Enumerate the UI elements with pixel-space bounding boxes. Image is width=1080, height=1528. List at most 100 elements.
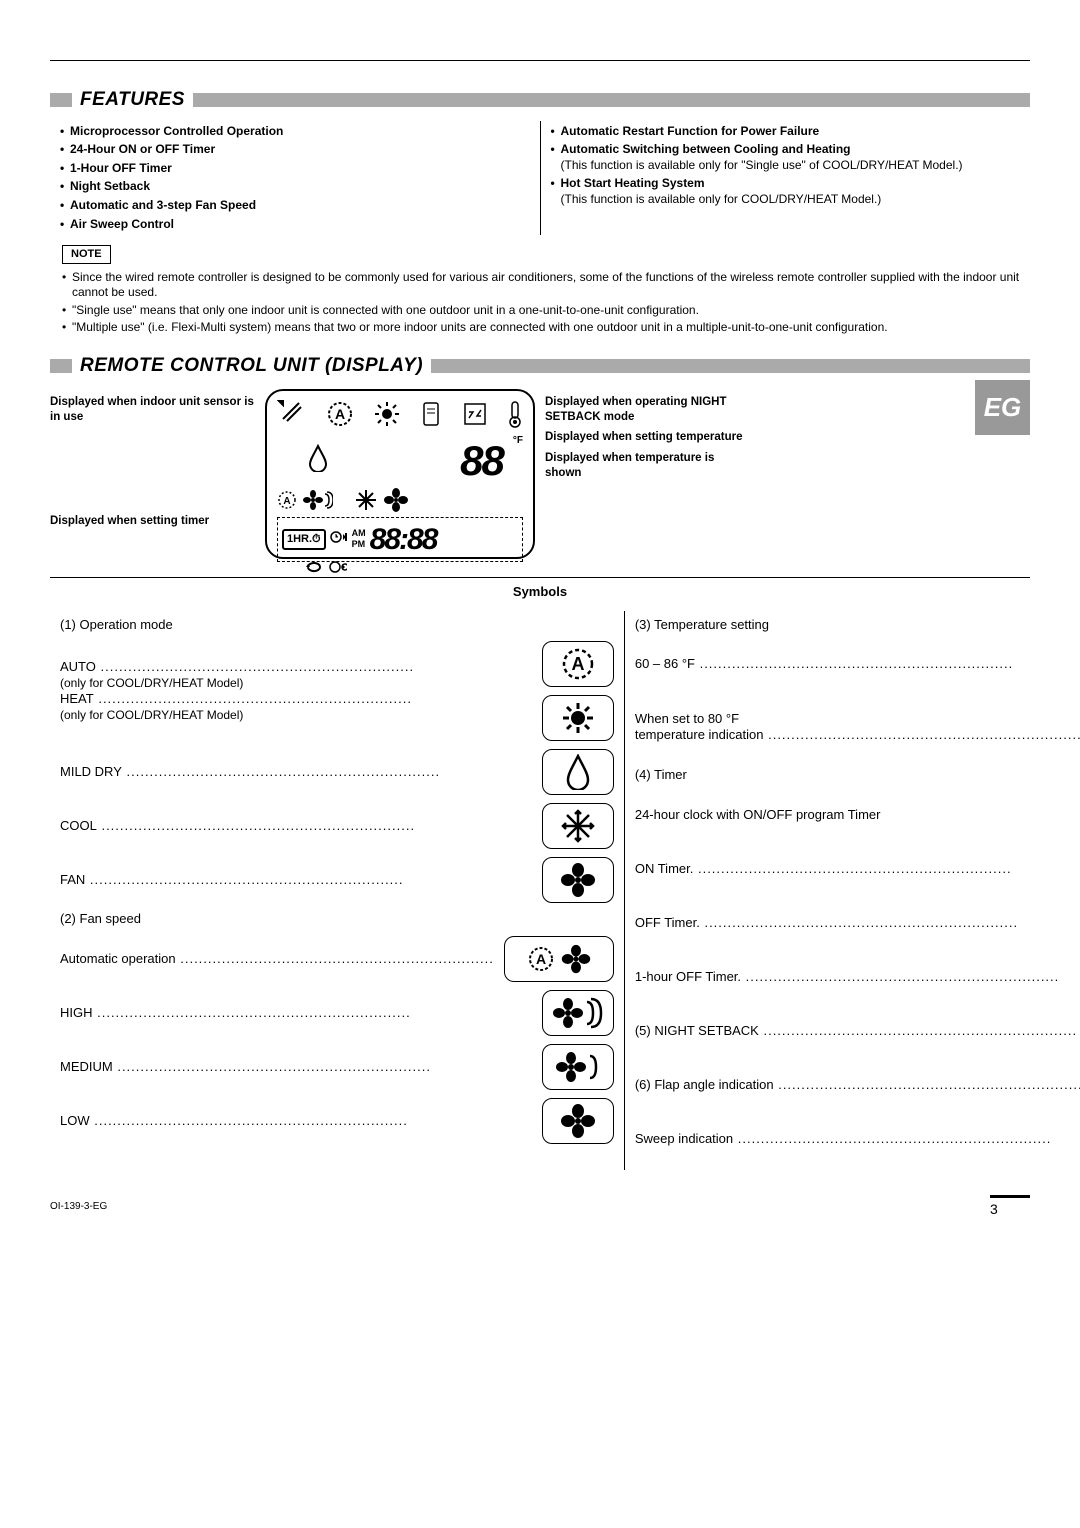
sym-sweep: Sweep indication xyxy=(635,1116,1080,1162)
lcd-temp: 88 xyxy=(460,434,503,489)
callouts-left: Displayed when indoor unit sensor is in … xyxy=(50,389,255,536)
symbols-title: Symbols xyxy=(50,584,1030,601)
sym-1hr: 1-hour OFF Timer. 1HR.⏱ xyxy=(635,954,1080,1000)
sensor-icon xyxy=(420,401,442,432)
sym-med: MEDIUM xyxy=(60,1044,614,1090)
auto-fan-icon: A xyxy=(504,936,614,982)
label-offtimer: OFF Timer. xyxy=(635,915,1018,930)
sym-fan: FAN xyxy=(60,857,614,903)
sym-cool: COOL xyxy=(60,803,614,849)
remote-display-area: Displayed when indoor unit sensor is in … xyxy=(50,389,1030,559)
label-heat: HEAT xyxy=(60,691,412,706)
label-ontimer: ON Timer. xyxy=(635,861,1012,876)
lcd-bottom-icons xyxy=(277,560,523,579)
sym-24clock: 24-hour clock with ON/OFF program Timer xyxy=(635,792,1080,838)
remote-header: REMOTE CONTROL UNIT (DISPLAY) xyxy=(50,354,1030,379)
features-left-col: Microprocessor Controlled Operation 24-H… xyxy=(50,121,541,236)
dry-icon xyxy=(307,444,329,477)
heat-icon xyxy=(374,401,400,432)
features-columns: Microprocessor Controlled Operation 24-H… xyxy=(50,121,1030,236)
heat-icon xyxy=(542,695,614,741)
note-item: "Multiple use" (i.e. Flexi-Multi system)… xyxy=(62,320,1030,336)
callout-timer: Displayed when setting timer xyxy=(50,514,255,529)
pm-label: PM xyxy=(352,539,366,551)
night-setback-icon xyxy=(463,402,487,431)
symbols-divider xyxy=(50,577,1030,578)
feature-item: Automatic Restart Function for Power Fai… xyxy=(551,124,1021,140)
label-low: LOW xyxy=(60,1113,408,1128)
label-range: 60 – 86 °F xyxy=(635,656,1013,671)
sym-flap: (6) Flap angle indication xyxy=(635,1062,1080,1108)
feature-item: Air Sweep Control xyxy=(60,217,530,233)
symbols-columns: (1) Operation mode AUTO(only for COOL/DR… xyxy=(50,611,1030,1171)
label-sweep: Sweep indication xyxy=(635,1131,1052,1146)
header-bar-left xyxy=(50,93,72,107)
cool-icon xyxy=(354,488,378,517)
onehr-label: 1HR.⏱ xyxy=(282,529,326,549)
group-fanspeed: (2) Fan speed xyxy=(60,911,614,928)
lcd-display: A 88 °F xyxy=(265,389,535,559)
label-1hr: 1-hour OFF Timer. xyxy=(635,969,1059,984)
note-item: "Single use" means that only one indoor … xyxy=(62,303,1030,319)
sym-offtimer: OFF Timer. xyxy=(635,900,1080,946)
sym-high: HIGH xyxy=(60,990,614,1036)
page-content: FEATURES Microprocessor Controlled Opera… xyxy=(50,60,1030,1218)
fan-high-icon xyxy=(542,990,614,1036)
am-label: AM xyxy=(352,528,366,540)
language-tab: EG xyxy=(975,380,1030,435)
symbols-left: (1) Operation mode AUTO(only for COOL/DR… xyxy=(50,611,625,1171)
header-bar-right xyxy=(193,93,1030,107)
lcd-time: 88:88 xyxy=(370,520,437,559)
lcd-timer-box: 1HR.⏱ AM PM 88:88 xyxy=(277,517,523,562)
group-operation: (1) Operation mode xyxy=(60,617,614,634)
cool-icon xyxy=(542,803,614,849)
svg-text:A: A xyxy=(536,951,546,967)
label-med: MEDIUM xyxy=(60,1059,431,1074)
clock-off-icon xyxy=(329,560,347,579)
note-label: NOTE xyxy=(62,245,111,263)
sym-auto: AUTO(only for COOL/DRY/HEAT Model)HEAT(o… xyxy=(60,641,614,741)
fan-high-icon xyxy=(303,490,333,515)
note-list: Since the wired remote controller is des… xyxy=(50,270,1030,336)
feature-item: Automatic Switching between Cooling and … xyxy=(551,142,1021,173)
callout-night: Displayed when operating NIGHT SETBACK m… xyxy=(545,395,750,425)
lcd-row-mid: 88 °F xyxy=(277,434,523,489)
feature-item: Automatic and 3-step Fan Speed xyxy=(60,198,530,214)
feature-item: Hot Start Heating System(This function i… xyxy=(551,176,1021,207)
group-temp: (3) Temperature setting xyxy=(635,617,1080,634)
callout-settemp: Displayed when setting temperature xyxy=(545,430,750,445)
auto-fan-icon: A xyxy=(277,490,297,515)
lcd-row-fan: A xyxy=(277,488,523,517)
sym-night: (5) NIGHT SETBACK xyxy=(635,1008,1080,1054)
label-autoop: Automatic operation xyxy=(60,951,494,966)
feature-item: Night Setback xyxy=(60,179,530,195)
page-footer: OI-139-3-EG 3 xyxy=(50,1195,1030,1218)
clock-on-icon xyxy=(330,530,348,549)
label-fan: FAN xyxy=(60,872,404,887)
sym-80: When set to 80 °Ftemperature indication … xyxy=(635,695,1080,759)
label-24clock: 24-hour clock with ON/OFF program Timer xyxy=(635,807,881,822)
fan-icon xyxy=(542,857,614,903)
sweep-icon xyxy=(277,399,307,434)
fan-med-icon xyxy=(542,1044,614,1090)
features-right-col: Automatic Restart Function for Power Fai… xyxy=(541,121,1031,236)
label-80b: temperature indication xyxy=(635,727,1080,742)
label-flap: (6) Flap angle indication xyxy=(635,1077,1080,1092)
feature-item: 24-Hour ON or OFF Timer xyxy=(60,142,530,158)
feature-item: Microprocessor Controlled Operation xyxy=(60,124,530,140)
features-title: FEATURES xyxy=(80,88,185,113)
callout-temp: Displayed when temperature is shown xyxy=(545,451,750,481)
callouts-right: Displayed when operating NIGHT SETBACK m… xyxy=(545,389,750,488)
group-timer: (4) Timer xyxy=(635,767,1080,784)
fan-mode-icon xyxy=(384,488,408,517)
lcd-row-top: A xyxy=(277,399,523,434)
remote-title: REMOTE CONTROL UNIT (DISPLAY) xyxy=(80,354,423,379)
label-high: HIGH xyxy=(60,1005,411,1020)
sym-range: 60 – 86 °F xyxy=(635,641,1080,687)
sym-milddry: MILD DRY xyxy=(60,749,614,795)
sym-low: LOW xyxy=(60,1098,614,1144)
page-number: 3 xyxy=(990,1195,1030,1218)
label-auto: AUTO xyxy=(60,659,414,674)
doc-id: OI-139-3-EG xyxy=(50,1200,107,1213)
svg-text:A: A xyxy=(283,496,290,507)
